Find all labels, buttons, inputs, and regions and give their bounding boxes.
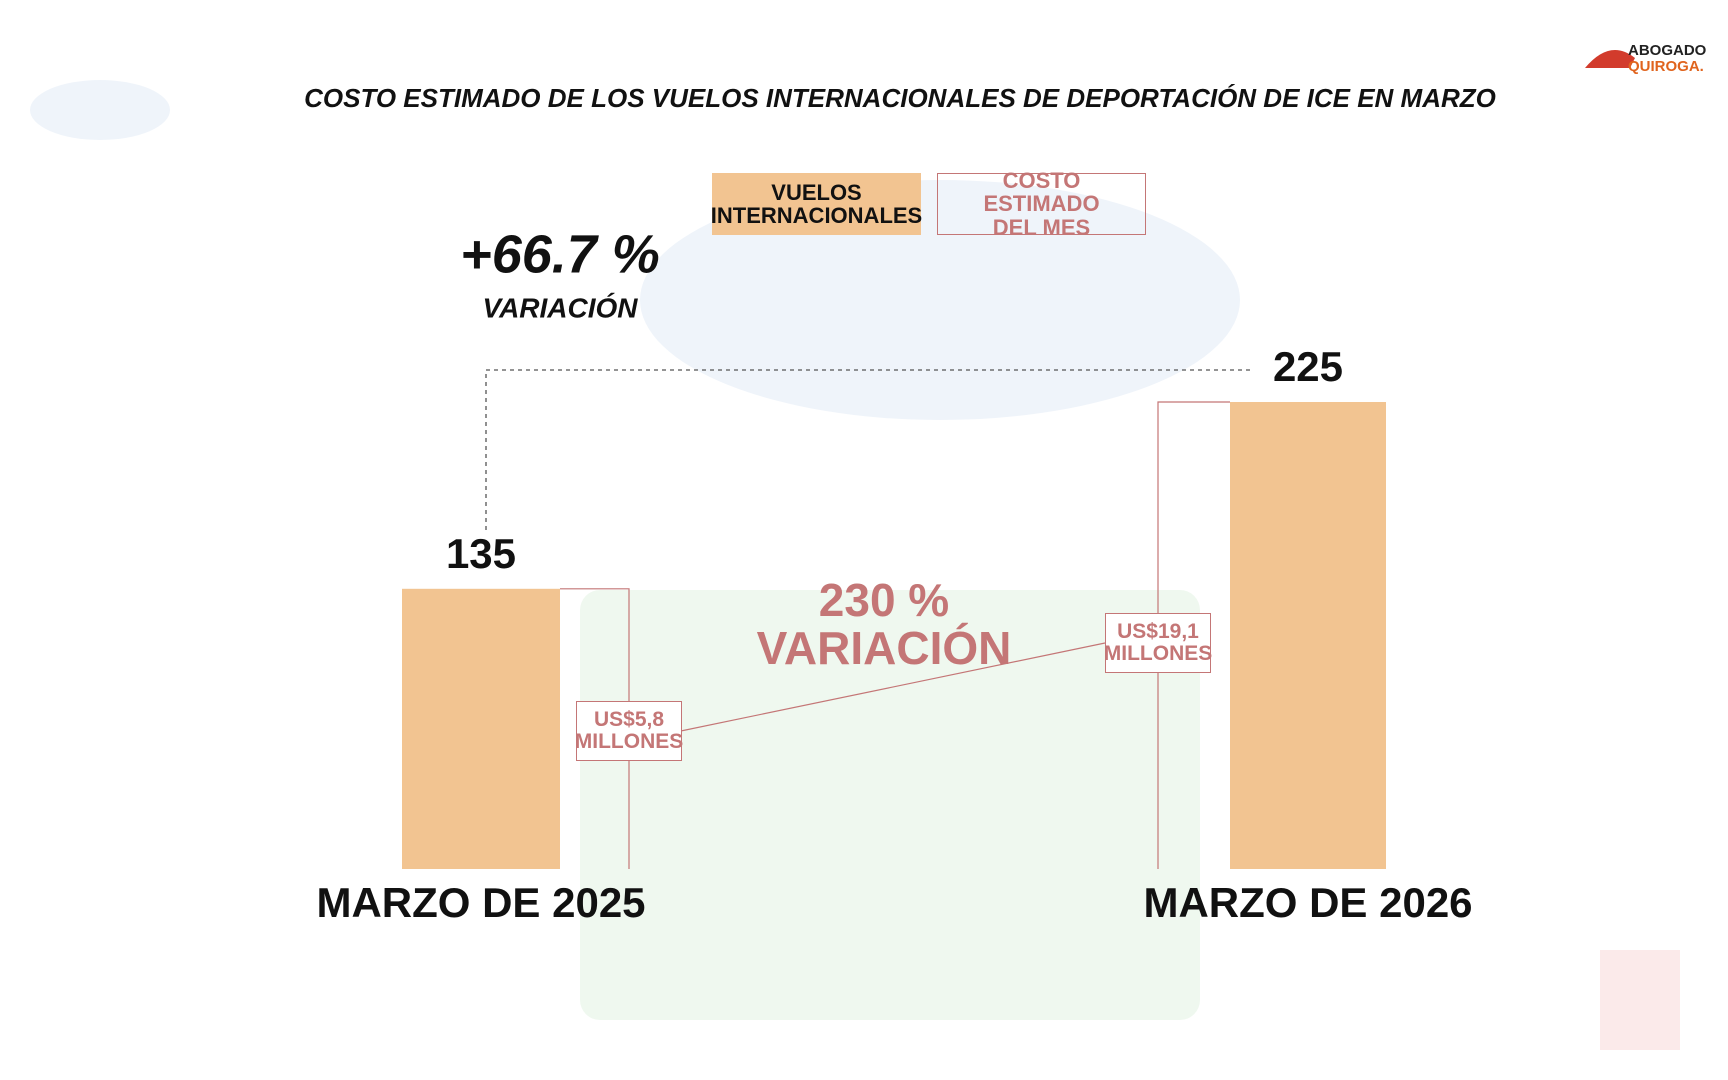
variation-value: +66.7 %: [460, 224, 660, 284]
legend-entry: VUELOS INTERNACIONALES: [711, 173, 922, 235]
cost-bracket: [1157, 401, 1230, 869]
cost-marker: US$5,8 MILLONES: [575, 700, 683, 761]
cost-bracket: [560, 588, 630, 869]
legend-entry: COSTO ESTIMADO DEL MES: [937, 169, 1146, 239]
bar: [1230, 402, 1386, 869]
background-illustration: [30, 80, 1680, 1050]
comparison-connector: [485, 369, 1250, 530]
value-label: 225: [1273, 343, 1343, 390]
value-label: 135: [446, 530, 516, 577]
variation-label: VARIACIÓN: [482, 292, 638, 323]
cost-trend: [681, 642, 1106, 732]
x-tick-label: MARZO DE 2026: [1143, 879, 1472, 926]
variation-label: VARIACIÓN: [757, 622, 1012, 674]
x-tick-label: MARZO DE 2025: [316, 879, 645, 926]
variation-value: 230 %: [819, 574, 949, 626]
logo-icon: [1585, 50, 1635, 68]
logo-text: QUIROGA.: [1628, 58, 1704, 75]
logo-text: ABOGADO: [1628, 42, 1707, 59]
chart-title: COSTO ESTIMADO DE LOS VUELOS INTERNACION…: [304, 83, 1496, 113]
bar: [402, 588, 560, 869]
cost-marker: US$19,1 MILLONES: [1104, 613, 1212, 673]
